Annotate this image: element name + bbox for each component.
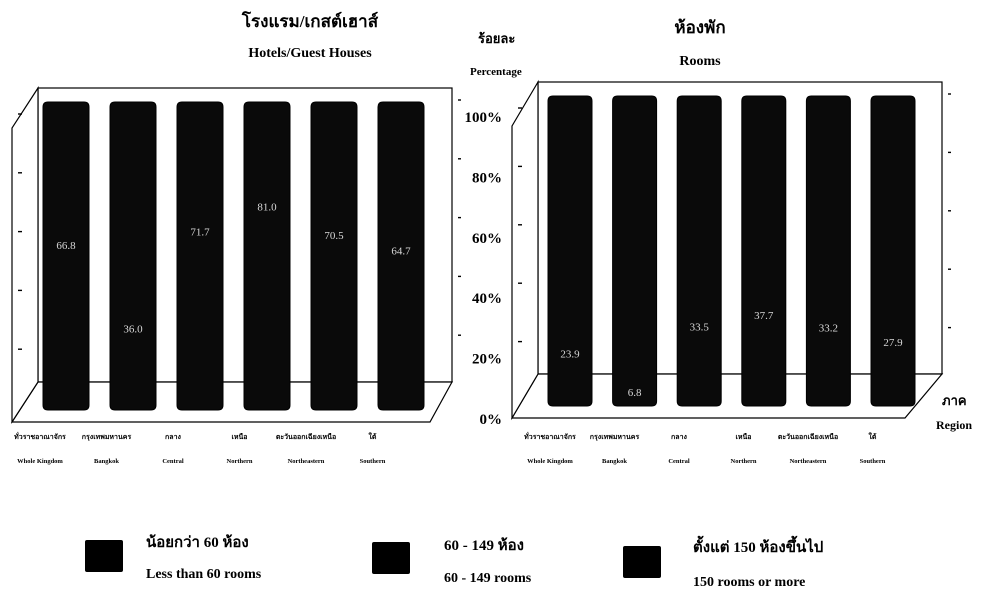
category-label-thai: กลาง bbox=[671, 433, 687, 441]
legend-label-large-thai: ตั้งแต่ 150 ห้องขึ้นไป bbox=[693, 540, 824, 556]
bar-column bbox=[243, 101, 291, 411]
legend-label-small-thai: น้อยกว่า 60 ห้อง bbox=[146, 535, 249, 551]
y-axis-label: Percentage bbox=[470, 66, 522, 78]
chart-side-wall bbox=[511, 79, 539, 421]
bar-value-label: 27.9 bbox=[883, 337, 903, 349]
legend-label-large: 150 rooms or more bbox=[693, 575, 806, 590]
bar-column bbox=[176, 101, 224, 411]
bar-value-label: 66.8 bbox=[56, 240, 76, 252]
category-label-thai: ตะวันออกเฉียงเหนือ bbox=[778, 433, 838, 441]
category-label-thai: เหนือ bbox=[736, 433, 752, 441]
bar-value-label: 36.0 bbox=[123, 323, 143, 335]
left-chart-subtitle: Hotels/Guest Houses bbox=[248, 46, 372, 61]
bar-column bbox=[612, 95, 658, 407]
y-axis-label-thai: ร้อยละ bbox=[478, 31, 516, 46]
y-tick-label: 20% bbox=[472, 352, 502, 368]
y-tick-label: 40% bbox=[472, 291, 502, 307]
bar-value-label: 37.7 bbox=[754, 310, 774, 322]
category-label-thai: ใต้ bbox=[369, 432, 377, 441]
legend-label-medium-thai: 60 - 149 ห้อง bbox=[444, 538, 524, 554]
bar-column bbox=[741, 95, 787, 407]
category-label: Bangkok bbox=[602, 458, 627, 465]
bar-value-label: 81.0 bbox=[257, 201, 277, 213]
right-chart-title: ห้องพัก bbox=[674, 18, 726, 37]
category-label-thai: ทั่วราชอาณาจักร bbox=[524, 431, 576, 441]
legend-label-medium: 60 - 149 rooms bbox=[444, 571, 532, 586]
bar-value-label: 64.7 bbox=[391, 246, 411, 258]
legend-swatch-large bbox=[623, 546, 661, 578]
category-label-thai: กรุงเทพมหานคร bbox=[590, 433, 640, 441]
category-label-thai: ตะวันออกเฉียงเหนือ bbox=[276, 433, 336, 441]
bar-value-label: 71.7 bbox=[190, 227, 210, 239]
category-label-thai: เหนือ bbox=[232, 433, 248, 441]
category-label: Northeastern bbox=[288, 458, 325, 465]
category-label: Bangkok bbox=[94, 458, 119, 465]
category-label-thai: กรุงเทพมหานคร bbox=[82, 433, 132, 441]
y-tick-label: 100% bbox=[465, 110, 503, 126]
bar-column bbox=[676, 95, 722, 407]
category-label: Northern bbox=[731, 458, 757, 465]
legend-swatch-small bbox=[85, 540, 123, 572]
y-tick-label: 60% bbox=[472, 231, 502, 247]
x-axis-label-thai: ภาค bbox=[942, 393, 967, 408]
bar-column bbox=[42, 101, 90, 411]
category-label: Whole Kingdom bbox=[527, 458, 573, 465]
legend-label-small: Less than 60 rooms bbox=[146, 567, 262, 582]
legend-swatch-medium bbox=[372, 542, 410, 574]
bar-value-label: 6.8 bbox=[628, 387, 642, 399]
category-label: Southern bbox=[360, 458, 386, 465]
bar-column bbox=[805, 95, 851, 407]
bar-column bbox=[377, 101, 425, 411]
category-label-thai: กลาง bbox=[165, 433, 181, 441]
bar-value-label: 23.9 bbox=[560, 348, 580, 360]
category-label: Northern bbox=[227, 458, 253, 465]
x-axis-label: Region bbox=[936, 418, 972, 432]
left-chart-title: โรงแรม/เกสต์เฮาส์ bbox=[241, 12, 379, 31]
category-label-thai: ใต้ bbox=[869, 432, 877, 441]
y-tick-label: 0% bbox=[480, 412, 503, 428]
category-label: Central bbox=[162, 458, 183, 465]
y-tick-label: 80% bbox=[472, 170, 502, 186]
category-label: Southern bbox=[860, 458, 886, 465]
category-label: Northeastern bbox=[790, 458, 827, 465]
category-label: Whole Kingdom bbox=[17, 458, 63, 465]
bar-column bbox=[870, 95, 916, 407]
bar-column bbox=[310, 101, 358, 411]
right-chart-subtitle: Rooms bbox=[679, 54, 721, 69]
bar-value-label: 33.5 bbox=[690, 322, 710, 334]
bar-value-label: 70.5 bbox=[324, 230, 344, 242]
bar-column bbox=[547, 95, 593, 407]
bar-value-label: 33.2 bbox=[819, 322, 838, 334]
category-label: Central bbox=[668, 458, 689, 465]
bar-column bbox=[109, 101, 157, 411]
chart-side-wall bbox=[11, 85, 39, 425]
category-label-thai: ทั่วราชอาณาจักร bbox=[14, 431, 66, 441]
